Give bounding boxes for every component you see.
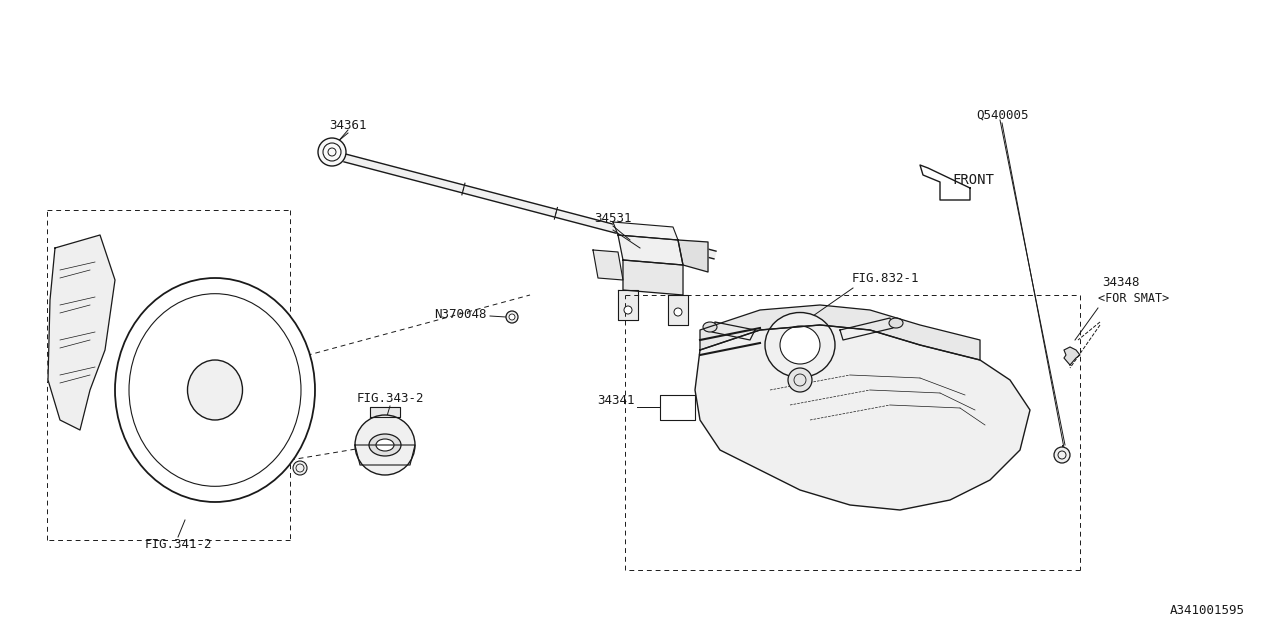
Circle shape [355,415,415,475]
Polygon shape [613,222,678,240]
Polygon shape [49,235,115,430]
Circle shape [1053,447,1070,463]
Circle shape [506,311,518,323]
Text: FRONT: FRONT [952,173,993,187]
Polygon shape [712,322,755,340]
Polygon shape [623,260,684,295]
Ellipse shape [369,434,401,456]
Text: 34348: 34348 [1102,275,1139,289]
Circle shape [293,461,307,475]
Polygon shape [678,240,708,272]
Circle shape [675,308,682,316]
Text: 34361: 34361 [329,118,367,131]
Text: FIG.343-2: FIG.343-2 [356,392,424,404]
Polygon shape [668,295,689,325]
Polygon shape [618,290,637,320]
Text: 34341: 34341 [598,394,635,406]
Circle shape [788,368,812,392]
Text: 34531: 34531 [594,211,632,225]
Circle shape [317,138,346,166]
Circle shape [509,314,515,320]
Ellipse shape [765,312,835,378]
Polygon shape [370,407,401,417]
Ellipse shape [376,439,394,451]
Circle shape [625,306,632,314]
Polygon shape [695,325,1030,510]
Polygon shape [1064,347,1080,365]
Polygon shape [344,154,716,259]
Ellipse shape [187,360,242,420]
Polygon shape [700,305,980,360]
Polygon shape [920,165,970,200]
Text: FIG.341-2: FIG.341-2 [145,538,211,552]
Text: N370048: N370048 [434,307,486,321]
Polygon shape [840,318,893,340]
Ellipse shape [703,322,717,332]
Polygon shape [355,445,415,465]
Ellipse shape [115,278,315,502]
Polygon shape [593,250,623,280]
Ellipse shape [780,326,820,364]
Text: Q540005: Q540005 [975,109,1028,122]
Text: A341001595: A341001595 [1170,604,1245,616]
Text: <FOR SMAT>: <FOR SMAT> [1098,291,1169,305]
Polygon shape [618,235,684,265]
Ellipse shape [890,318,902,328]
Text: FIG.832-1: FIG.832-1 [852,271,919,285]
